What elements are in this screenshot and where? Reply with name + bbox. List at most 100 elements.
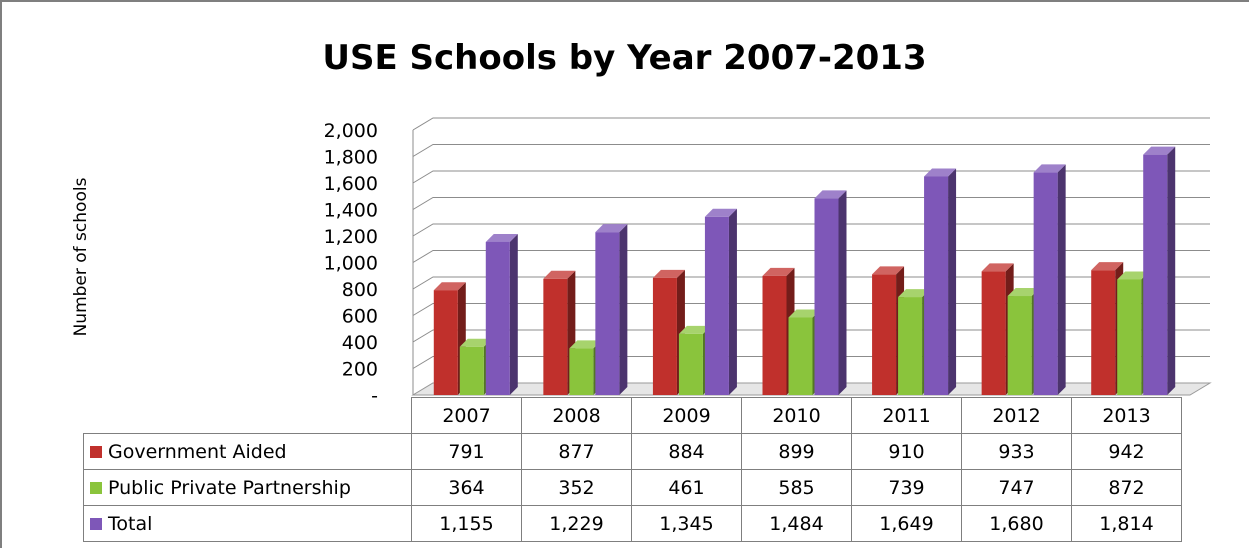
bar-top [704, 208, 737, 217]
bar-top [788, 309, 821, 318]
gridline [412, 144, 1210, 157]
x-category-label: 2010 [741, 397, 852, 434]
bar-top [1117, 271, 1150, 280]
bar [704, 216, 729, 395]
bar [485, 241, 510, 395]
table-corner [83, 397, 412, 434]
y-tick-label: 1,400 [324, 200, 378, 222]
data-label: 1,345 [631, 505, 742, 542]
bar [652, 277, 677, 395]
data-label: 352 [521, 469, 632, 506]
x-category-label: 2007 [411, 397, 522, 434]
bar [595, 232, 620, 395]
x-category-label: 2011 [851, 397, 962, 434]
legend-entry: Public Private Partnership [83, 469, 412, 506]
data-label: 1,155 [411, 505, 522, 542]
y-tick-label: 1,200 [324, 226, 378, 248]
bar-top [433, 282, 466, 291]
legend-key-icon [90, 445, 102, 458]
legend-key-icon [90, 517, 102, 530]
legend-entry: Total [83, 505, 412, 542]
data-label: 910 [851, 433, 962, 470]
data-label: 585 [741, 469, 852, 506]
data-table: 2007 2008 2009 2010 2011 2012 2013 Government A… [83, 397, 1182, 542]
bar-top [814, 190, 847, 199]
bar [459, 346, 484, 395]
bar [1033, 172, 1058, 395]
bar-top [595, 224, 628, 233]
bar-top [898, 289, 931, 298]
data-label: 872 [1071, 469, 1182, 506]
bar [1117, 279, 1142, 395]
bar [1143, 154, 1168, 395]
data-label: 933 [961, 433, 1072, 470]
y-tick-label: 1,000 [324, 253, 378, 275]
table-row: Total 1,155 1,229 1,345 1,484 1,649 1,680 1,814 [83, 505, 1182, 542]
y-tick-label: 400 [342, 332, 378, 354]
bar [814, 198, 839, 395]
data-label: 1,649 [851, 505, 962, 542]
legend-label: Government Aided [108, 440, 287, 463]
table-row: Government Aided 791 877 884 899 910 933 942 [83, 433, 1182, 470]
table-header-row: 2007 2008 2009 2010 2011 2012 2013 [83, 397, 1182, 434]
data-label: 747 [961, 469, 1072, 506]
data-label: 1,680 [961, 505, 1072, 542]
y-tick-label: 800 [342, 279, 378, 301]
data-label: 1,229 [521, 505, 632, 542]
bar-top [872, 266, 905, 275]
x-category-label: 2013 [1071, 397, 1182, 434]
y-tick-label: - [371, 385, 378, 407]
x-category-label: 2012 [961, 397, 1072, 434]
bar-side [1057, 164, 1066, 395]
legend-label: Total [108, 512, 153, 535]
bar-side [948, 168, 957, 395]
x-category-label: 2009 [631, 397, 742, 434]
bar [872, 274, 897, 395]
data-label: 739 [851, 469, 962, 506]
bar-top [981, 263, 1014, 272]
data-label: 461 [631, 469, 742, 506]
data-label: 942 [1071, 433, 1182, 470]
y-tick-label: 1,800 [324, 147, 378, 169]
bar [433, 290, 458, 395]
bar-side [838, 190, 847, 395]
bar-top [1033, 164, 1066, 173]
data-label: 791 [411, 433, 522, 470]
data-label: 364 [411, 469, 522, 506]
data-label: 877 [521, 433, 632, 470]
x-category-label: 2008 [521, 397, 632, 434]
y-tick-label: 1,600 [324, 173, 378, 195]
bar-top [1091, 262, 1124, 271]
table-row: Public Private Partnership 364 352 461 585 73… [83, 469, 1182, 506]
bar [569, 348, 594, 395]
bar-side [728, 208, 737, 395]
bar [981, 271, 1006, 395]
bar-top [652, 269, 685, 278]
bar-side [509, 233, 518, 395]
bar-top [1143, 146, 1176, 155]
y-tick-label: 2,000 [324, 120, 378, 142]
bar-side [619, 224, 628, 395]
bar-top [459, 338, 492, 347]
bar-side [1167, 146, 1176, 395]
bar [898, 297, 923, 395]
bar [678, 333, 703, 395]
y-tick-label: 600 [342, 306, 378, 328]
bar [543, 278, 568, 395]
bar-top [678, 325, 711, 334]
data-label: 884 [631, 433, 742, 470]
bar-top [924, 168, 957, 177]
gridline [412, 117, 1210, 131]
bar-top [762, 267, 795, 276]
chart-title: USE Schools by Year 2007-2013 [322, 38, 927, 78]
legend-key-icon [90, 481, 102, 494]
legend-entry: Government Aided [83, 433, 412, 470]
bar-top [569, 340, 602, 349]
data-label: 1,484 [741, 505, 852, 542]
bar [1007, 296, 1032, 395]
bar-top [543, 270, 576, 279]
bar [762, 275, 787, 395]
data-label: 1,814 [1071, 505, 1182, 542]
